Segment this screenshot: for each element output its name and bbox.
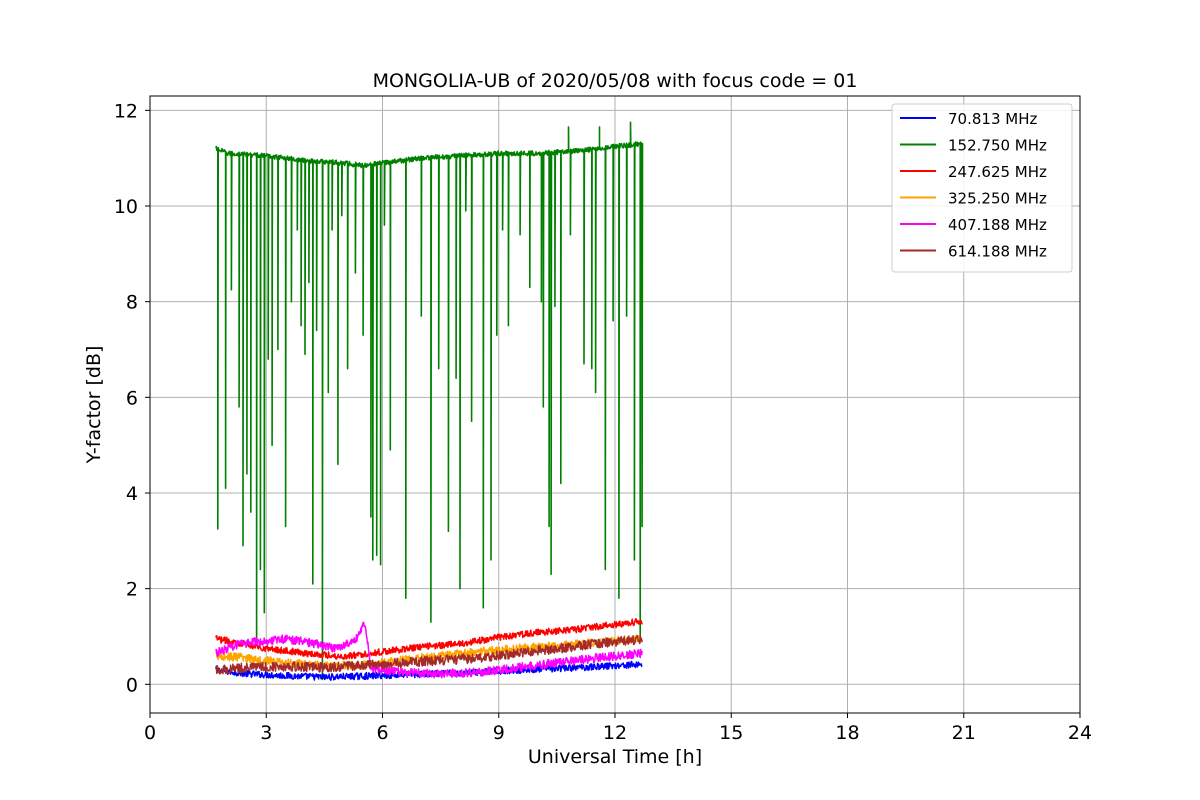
x-tick-label: 0 <box>144 722 156 744</box>
series-line-4 <box>215 621 643 679</box>
y-tick-label: 2 <box>126 579 138 601</box>
x-tick-label: 15 <box>719 722 743 744</box>
y-tick-label: 12 <box>114 100 138 122</box>
legend-box <box>891 103 1073 273</box>
x-axis-label: Universal Time [h] <box>528 746 702 768</box>
legend-label: 325.250 MHz <box>948 190 1047 208</box>
y-tick-label: 10 <box>114 196 138 218</box>
series-lines <box>215 121 644 681</box>
y-axis-label: Y-factor [dB] <box>83 346 105 465</box>
y-axis-ticks: 0 2 4 6 8 10 12 <box>114 100 150 696</box>
x-tick-label: 12 <box>603 722 627 744</box>
legend: 70.813 MHz 152.750 MHz 247.625 MHz 325.250 … <box>891 103 1073 273</box>
chart-title: MONGOLIA-UB of 2020/05/08 with focus cod… <box>373 70 858 92</box>
x-axis-ticks: 0 3 6 9 12 15 18 21 24 <box>144 713 1092 744</box>
x-tick-label: 18 <box>835 722 859 744</box>
grid-lines <box>149 96 1081 713</box>
series-line-1 <box>215 121 644 681</box>
x-tick-label: 24 <box>1068 722 1092 744</box>
legend-label: 152.750 MHz <box>948 137 1047 155</box>
x-tick-label: 6 <box>376 722 388 744</box>
series-line-5 <box>215 634 643 675</box>
legend-label: 407.188 MHz <box>948 216 1047 234</box>
x-tick-label: 3 <box>260 722 272 744</box>
x-tick-label: 9 <box>493 722 505 744</box>
y-tick-label: 6 <box>126 387 138 409</box>
legend-label: 70.813 MHz <box>948 110 1037 128</box>
legend-label: 247.625 MHz <box>948 163 1047 181</box>
y-tick-label: 4 <box>126 483 138 505</box>
x-tick-label: 21 <box>952 722 976 744</box>
y-tick-label: 8 <box>126 292 138 314</box>
y-tick-label: 0 <box>126 674 138 696</box>
legend-label: 614.188 MHz <box>948 243 1047 261</box>
series-line-2 <box>215 617 643 660</box>
